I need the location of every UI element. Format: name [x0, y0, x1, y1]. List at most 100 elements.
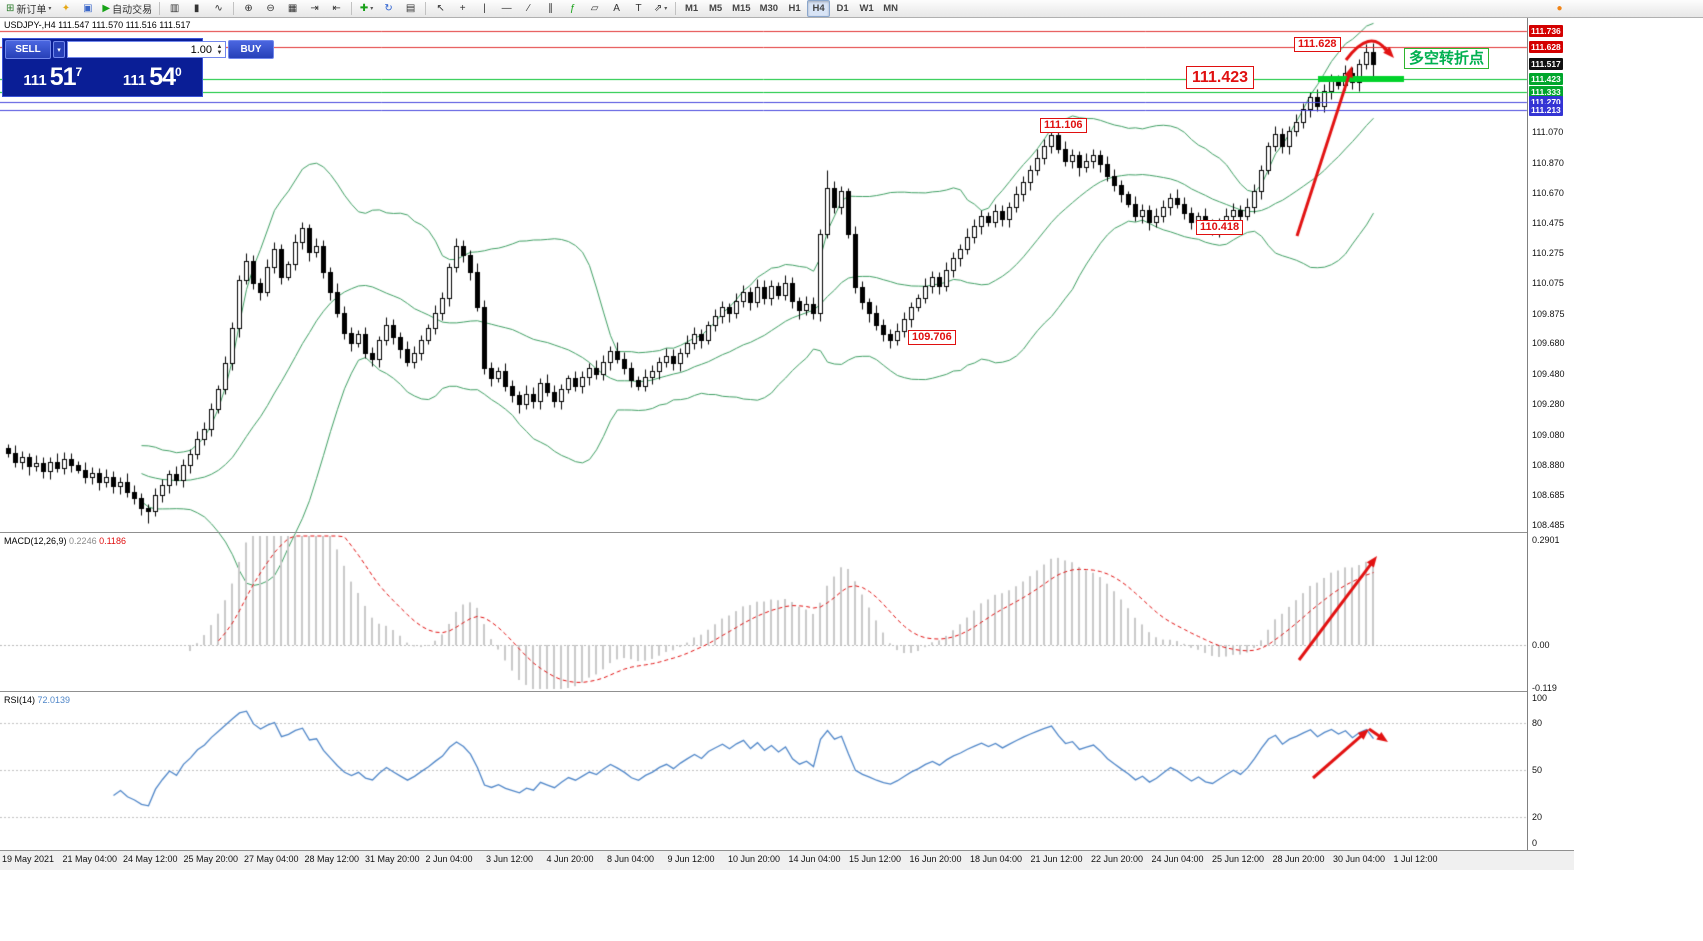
volume-up-icon[interactable]: ▲ [216, 43, 223, 50]
price-tick: 108.880 [1532, 459, 1565, 470]
timeframe-button-m30[interactable]: M30 [759, 3, 779, 14]
community-button[interactable]: ● [1549, 0, 1570, 17]
rsi-value: 72.0139 [37, 695, 71, 705]
candlestick-chart-icon: ▮ [193, 2, 200, 14]
sell-price-big: 51 [49, 63, 77, 91]
price-tag: 111.423 [1529, 72, 1563, 85]
time-tick: 18 Jun 04:00 [970, 854, 1023, 864]
price-tick: 108.685 [1532, 489, 1565, 500]
time-tick: 19 May 2021 [2, 854, 55, 864]
trendline-button[interactable]: ∕ [518, 0, 539, 17]
rsi-tick: 50 [1532, 765, 1543, 775]
macd-tick: 0.2901 [1532, 534, 1560, 545]
arrows-button[interactable]: ⇗ ▾ [650, 0, 671, 17]
time-tick: 25 May 20:00 [183, 854, 239, 864]
fibonacci-button[interactable]: ƒ [562, 0, 583, 17]
macd-main-value: 0.2246 [69, 536, 97, 546]
refresh-button[interactable]: ↻ [378, 0, 399, 17]
rsi-tick: 20 [1532, 811, 1543, 822]
trade-panel-controls: SELL ▾ ▲ ▼ BUY [3, 39, 274, 60]
tile-windows-button[interactable]: ▦ [282, 0, 303, 17]
dropdown-caret-icon: ▾ [370, 6, 374, 12]
trade-panel-menu-caret-icon[interactable]: ▾ [53, 41, 65, 58]
timeframe-button-h1[interactable]: H1 [788, 3, 801, 14]
timeframe-button-mn[interactable]: MN [883, 3, 898, 14]
cursor-button[interactable]: ↖ [430, 0, 451, 17]
crosshair-button[interactable]: + [452, 0, 473, 17]
price-annotation[interactable]: 111.628 [1294, 37, 1341, 52]
price-annotation[interactable]: 109.706 [908, 330, 956, 345]
chart-shift-button[interactable]: ⇤ [326, 0, 347, 17]
new-order-button[interactable]: ⊞ 新订单 ▾ [3, 0, 54, 17]
autotrading-icon: ▶ [102, 2, 111, 14]
toolbar-separator [425, 2, 427, 15]
timeframe-button-m5[interactable]: M5 [709, 3, 723, 14]
timeframe-button-m1[interactable]: M1 [685, 3, 699, 14]
fibonacci-icon: ƒ [569, 2, 576, 14]
sell-button[interactable]: SELL [5, 40, 51, 59]
price-tick: 108.485 [1532, 519, 1565, 530]
time-axis[interactable]: 19 May 2021 21 May 04:00 24 May 12:00 25 Ma… [0, 850, 1574, 870]
text-label-button[interactable]: T [628, 0, 649, 17]
time-tick: 31 May 20:00 [365, 854, 420, 864]
shapes-button[interactable]: ▱ [584, 0, 605, 17]
profiles-button[interactable]: ▣ [77, 0, 98, 17]
line-chart-button[interactable]: ∿ [208, 0, 229, 17]
tile-windows-icon: ▦ [287, 2, 298, 14]
pivot-point-label[interactable]: 多空转折点 [1404, 48, 1490, 69]
arrows-icon: ⇗ [653, 2, 663, 14]
macd-name: MACD(12,26,9) [4, 536, 67, 546]
equidistant-channel-icon: ∥ [548, 2, 554, 14]
refresh-icon: ↻ [384, 2, 393, 14]
time-tick: 10 Jun 20:00 [728, 854, 781, 864]
timeframe-button-w1[interactable]: W1 [859, 3, 874, 14]
bar-chart-button[interactable]: ▥ [164, 0, 185, 17]
price-axis[interactable]: 111.070 110.870 110.670 110.475 110.275 110.0… [1527, 18, 1574, 850]
buy-button[interactable]: BUY [228, 40, 274, 59]
new-order-button-label: 新订单 [16, 5, 47, 16]
trendline-icon: ∕ [527, 2, 530, 14]
buy-price-pip: 0 [175, 65, 182, 79]
zoom-in-button[interactable]: ⊕ [238, 0, 259, 17]
indicators-icon-button[interactable]: ✦ [55, 0, 76, 17]
line-chart-icon: ∿ [214, 2, 223, 14]
vertical-line-button[interactable]: | [474, 0, 495, 17]
timeframe-button-m15[interactable]: M15 [732, 3, 751, 14]
macd-tick: 0.00 [1532, 640, 1550, 650]
price-annotation[interactable]: 110.418 [1196, 220, 1244, 235]
candlestick-chart-button[interactable]: ▮ [186, 0, 207, 17]
volume-input[interactable] [68, 43, 214, 56]
new-chart-button[interactable]: ✚ ▾ [356, 0, 377, 17]
timeframe-button-h4[interactable]: H4 [807, 0, 831, 17]
horizontal-line-icon: — [501, 2, 512, 14]
timeframe-button-d1[interactable]: D1 [836, 3, 849, 14]
time-tick: 2 Jun 04:00 [425, 854, 473, 864]
shapes-icon: ▱ [590, 2, 599, 14]
panel-separator[interactable] [0, 691, 1527, 692]
horizontal-line-button[interactable]: — [496, 0, 517, 17]
autotrading-button-label: 自动交易 [112, 5, 153, 16]
auto-scroll-button[interactable]: ⇥ [304, 0, 325, 17]
rsi-indicator-label: RSI(14) 72.0139 [4, 695, 70, 705]
time-tick: 4 Jun 20:00 [546, 854, 594, 864]
zoom-out-button[interactable]: ⊖ [260, 0, 281, 17]
price-annotation[interactable]: 111.106 [1040, 118, 1087, 133]
text-button[interactable]: A [606, 0, 627, 17]
toolbar-separator [675, 2, 677, 15]
data-window-button[interactable]: ▤ [400, 0, 421, 17]
price-tick: 111.070 [1532, 127, 1564, 138]
crosshair-icon: + [459, 2, 466, 14]
buy-price[interactable]: 111 54 0 [103, 60, 203, 96]
price-tick: 110.075 [1532, 278, 1564, 289]
time-tick: 28 May 12:00 [304, 854, 360, 864]
toolbar-separator [233, 2, 235, 15]
sell-price-pip: 7 [75, 65, 83, 79]
equidistant-channel-button[interactable]: ∥ [540, 0, 561, 17]
new-order-icon: ⊞ [6, 2, 15, 14]
volume-down-icon[interactable]: ▼ [216, 49, 223, 56]
panel-separator[interactable] [0, 532, 1527, 533]
sell-price[interactable]: 111 51 7 [3, 60, 103, 96]
price-annotation[interactable]: 111.423 [1186, 66, 1255, 89]
autotrading-button[interactable]: ▶ 自动交易 [99, 0, 155, 17]
